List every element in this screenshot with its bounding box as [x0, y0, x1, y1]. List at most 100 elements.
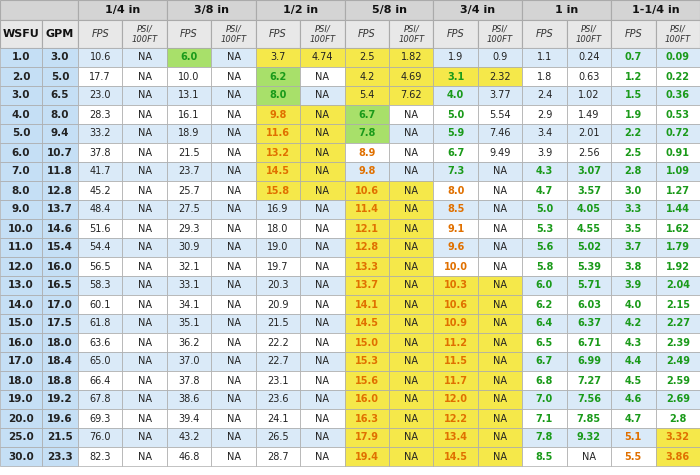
Text: NA: NA [493, 338, 507, 348]
Bar [389, 124, 433, 143]
Bar [78, 181, 122, 200]
Text: 3.5: 3.5 [624, 224, 642, 234]
Text: 2.5: 2.5 [359, 53, 375, 63]
Bar [256, 352, 300, 371]
Text: 14.6: 14.6 [47, 224, 73, 234]
Bar [656, 200, 700, 219]
Bar [167, 352, 211, 371]
Bar [300, 219, 344, 238]
Bar [300, 314, 344, 333]
Text: 60.1: 60.1 [90, 300, 111, 310]
Bar [656, 314, 700, 333]
Bar [211, 67, 256, 86]
Bar [567, 409, 611, 428]
Bar [389, 86, 433, 105]
Text: 9.49: 9.49 [489, 148, 511, 158]
Bar [256, 219, 300, 238]
Bar [42, 143, 78, 162]
Bar [522, 428, 567, 447]
Bar [122, 276, 167, 295]
Text: 1.02: 1.02 [578, 91, 600, 101]
Text: 7.27: 7.27 [577, 376, 601, 386]
Bar [256, 181, 300, 200]
Text: NA: NA [404, 205, 418, 215]
Bar [167, 200, 211, 219]
Text: 2.8: 2.8 [669, 414, 687, 424]
Text: PSI/
100FT: PSI/ 100FT [309, 24, 335, 44]
Bar [211, 86, 256, 105]
Bar [0, 238, 42, 257]
Bar [433, 86, 478, 105]
Bar [78, 124, 122, 143]
Text: 3.4: 3.4 [537, 129, 552, 139]
Text: 18.4: 18.4 [47, 357, 73, 367]
Bar [567, 428, 611, 447]
Bar [656, 105, 700, 124]
Text: 14.0: 14.0 [8, 300, 34, 310]
Bar [167, 219, 211, 238]
Bar [0, 20, 42, 48]
Bar [344, 0, 433, 20]
Text: 6.0: 6.0 [181, 53, 197, 63]
Text: 19.0: 19.0 [8, 395, 34, 405]
Bar [522, 333, 567, 352]
Text: 13.2: 13.2 [266, 148, 290, 158]
Text: 0.53: 0.53 [666, 110, 690, 120]
Text: 6.5: 6.5 [536, 338, 553, 348]
Bar [167, 314, 211, 333]
Text: 5.0: 5.0 [50, 72, 69, 82]
Text: 3.1: 3.1 [447, 72, 464, 82]
Bar [656, 86, 700, 105]
Bar [42, 67, 78, 86]
Text: NA: NA [316, 300, 330, 310]
Text: 39.4: 39.4 [178, 414, 199, 424]
Text: 5.6: 5.6 [536, 243, 553, 253]
Bar [300, 390, 344, 409]
Bar [211, 276, 256, 295]
Text: NA: NA [316, 281, 330, 291]
Text: 1.9: 1.9 [624, 110, 642, 120]
Text: 0.91: 0.91 [666, 148, 690, 158]
Text: FPS: FPS [536, 29, 554, 39]
Bar [656, 162, 700, 181]
Text: FPS: FPS [180, 29, 198, 39]
Bar [389, 371, 433, 390]
Bar [478, 295, 522, 314]
Text: 82.3: 82.3 [90, 452, 111, 462]
Bar [211, 333, 256, 352]
Text: 30.9: 30.9 [178, 243, 199, 253]
Bar [300, 86, 344, 105]
Text: 10.7: 10.7 [47, 148, 73, 158]
Text: NA: NA [316, 338, 330, 348]
Bar [344, 428, 389, 447]
Text: NA: NA [404, 319, 418, 329]
Text: 5.5: 5.5 [624, 452, 642, 462]
Bar [567, 219, 611, 238]
Text: 5.8: 5.8 [536, 262, 553, 272]
Bar [433, 124, 478, 143]
Text: 12.1: 12.1 [355, 224, 379, 234]
Text: 4.0: 4.0 [624, 300, 642, 310]
Bar [344, 257, 389, 276]
Bar [122, 295, 167, 314]
Bar [256, 86, 300, 105]
Text: 66.4: 66.4 [90, 376, 111, 386]
Text: 3.0: 3.0 [12, 91, 30, 101]
Text: 63.6: 63.6 [90, 338, 111, 348]
Bar [78, 162, 122, 181]
Text: 33.1: 33.1 [178, 281, 199, 291]
Bar [522, 314, 567, 333]
Text: 2.49: 2.49 [666, 357, 690, 367]
Bar [433, 371, 478, 390]
Bar [433, 162, 478, 181]
Text: 16.5: 16.5 [47, 281, 73, 291]
Bar [344, 352, 389, 371]
Bar [300, 333, 344, 352]
Text: 48.4: 48.4 [90, 205, 111, 215]
Bar [522, 105, 567, 124]
Text: 16.0: 16.0 [355, 395, 379, 405]
Bar [611, 0, 700, 20]
Bar [122, 20, 167, 48]
Text: 3.8: 3.8 [624, 262, 642, 272]
Bar [122, 181, 167, 200]
